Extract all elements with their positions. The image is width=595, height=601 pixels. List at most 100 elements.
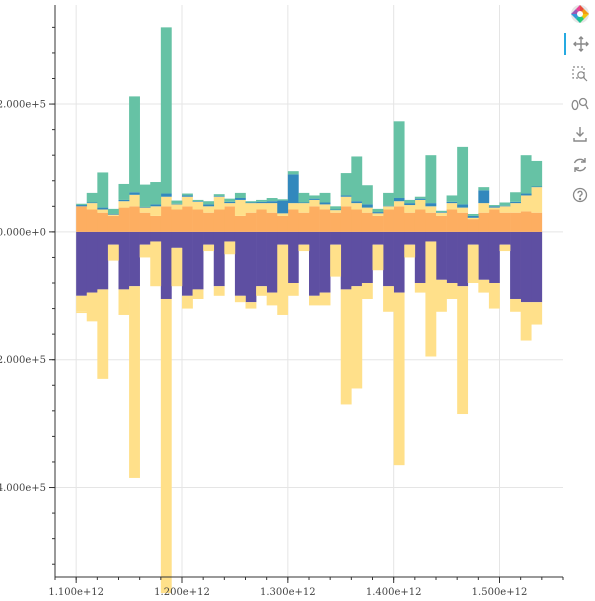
series-4-segment-41: [510, 201, 521, 204]
series-1-segment-0: [76, 295, 88, 312]
series-4-segment-24: [330, 209, 342, 211]
series-4-segment-26: [351, 201, 363, 204]
series-2-segment-33: [425, 212, 437, 232]
series-1-segment-42: [520, 302, 532, 341]
series-5-segment-29: [383, 192, 394, 206]
series-5-segment-18: [266, 198, 278, 202]
reset-tool-icon[interactable]: [569, 154, 591, 176]
series-5-segment-33: [425, 155, 437, 204]
series-1-segment-24: [330, 244, 342, 277]
x-tick-label-4: 1.500e+12: [472, 587, 528, 598]
series-5-segment-1: [86, 192, 98, 203]
series-1-segment-32: [414, 283, 426, 293]
series-1-segment-19: [277, 244, 289, 315]
series-4-segment-5: [129, 192, 140, 195]
series-4-segment-28: [372, 212, 384, 214]
series-1-segment-6: [139, 244, 151, 258]
series-1-segment-15: [234, 295, 246, 303]
series-4-segment-1: [86, 202, 98, 204]
series-2-segment-0: [76, 206, 88, 232]
series-4-segment-35: [446, 201, 458, 204]
series-5-segment-31: [404, 199, 416, 204]
series-0-segment-5: [129, 231, 140, 287]
series-4-segment-14: [224, 201, 236, 204]
series-1-segment-31: [404, 244, 416, 258]
series-3-segment-6: [139, 207, 151, 213]
box-zoom-tool-icon[interactable]: [569, 63, 591, 85]
series-0: [76, 231, 543, 303]
series-1-segment-3: [107, 244, 119, 261]
series-1-segment-28: [372, 244, 384, 271]
series-5-segment-10: [182, 193, 193, 196]
series-2-segment-22: [309, 206, 320, 232]
help-tool-icon[interactable]: [569, 184, 591, 206]
series-2-segment-19: [277, 215, 289, 232]
y-tick-label-3: -4.000e+5: [0, 483, 46, 494]
series-4-segment-31: [404, 203, 416, 206]
series-1-segment-18: [266, 292, 278, 306]
series-3-segment-40: [499, 206, 511, 213]
series-1-segment-40: [499, 244, 511, 252]
series-0-segment-17: [256, 231, 267, 287]
series-2-segment-39: [488, 209, 500, 232]
save-tool-icon[interactable]: [569, 123, 591, 145]
series-1-segment-36: [457, 286, 469, 415]
series-3-segment-20: [287, 203, 299, 210]
series-5-segment-8: [160, 27, 172, 194]
series-5-segment-34: [436, 210, 447, 213]
series-1-segment-13: [213, 286, 225, 296]
series-5-segment-19: [277, 199, 289, 201]
series-1-segment-7: [150, 241, 162, 287]
series-4-segment-4: [118, 199, 130, 202]
series-0-segment-18: [266, 231, 278, 293]
series-4-segment-32: [414, 198, 426, 200]
series-0-segment-25: [340, 231, 352, 290]
series-5-segment-9: [171, 200, 183, 204]
series-3-segment-26: [351, 203, 363, 210]
series-0-segment-40: [499, 231, 511, 245]
bokeh-logo-icon[interactable]: [569, 3, 591, 25]
series-3-segment-33: [425, 206, 437, 213]
series-4-segment-27: [361, 204, 373, 208]
series-3-segment-19: [277, 213, 289, 216]
series-0-segment-41: [510, 231, 521, 299]
series-5-segment-27: [361, 185, 373, 205]
series-4-segment-38: [478, 190, 490, 204]
y-tick-label-0: 2.000e+5: [0, 100, 46, 111]
series-4-segment-13: [213, 196, 225, 197]
series-3-segment-41: [510, 203, 521, 213]
series-1-segment-23: [319, 292, 331, 306]
series-3-segment-7: [150, 206, 162, 216]
series-0-segment-26: [351, 231, 363, 287]
series-5: [76, 27, 543, 216]
series-0-segment-7: [150, 231, 162, 242]
series-5-segment-23: [319, 192, 331, 203]
series-5-segment-30: [393, 121, 405, 199]
x-tick-label-0: 1.100e+12: [48, 587, 104, 598]
series-0-segment-39: [488, 231, 500, 284]
series-1-segment-30: [393, 292, 405, 466]
series-0-segment-10: [182, 231, 193, 296]
series-0-segment-28: [372, 231, 384, 245]
series-4-segment-2: [97, 207, 109, 210]
series-1-segment-34: [436, 279, 447, 312]
series-1-segment-22: [309, 295, 320, 306]
series-0-segment-24: [330, 231, 342, 245]
series-4-segment-18: [266, 201, 278, 204]
series-5-segment-20: [287, 171, 299, 175]
series-3-segment-31: [404, 205, 416, 213]
wheel-zoom-tool-icon[interactable]: [569, 93, 591, 115]
series-3-segment-36: [457, 207, 469, 213]
series-4-segment-25: [340, 195, 352, 197]
series-4-segment-29: [383, 205, 394, 207]
series-5-segment-22: [309, 195, 320, 199]
series-0-segment-16: [245, 231, 257, 303]
pan-tool-icon[interactable]: [564, 33, 593, 55]
series-3-segment-18: [266, 203, 278, 213]
series-3-segment-32: [414, 199, 426, 210]
series-3-segment-21: [298, 203, 310, 213]
series-2-segment-15: [234, 215, 246, 232]
series-3-segment-25: [340, 196, 352, 207]
series-0-segment-36: [457, 231, 469, 287]
